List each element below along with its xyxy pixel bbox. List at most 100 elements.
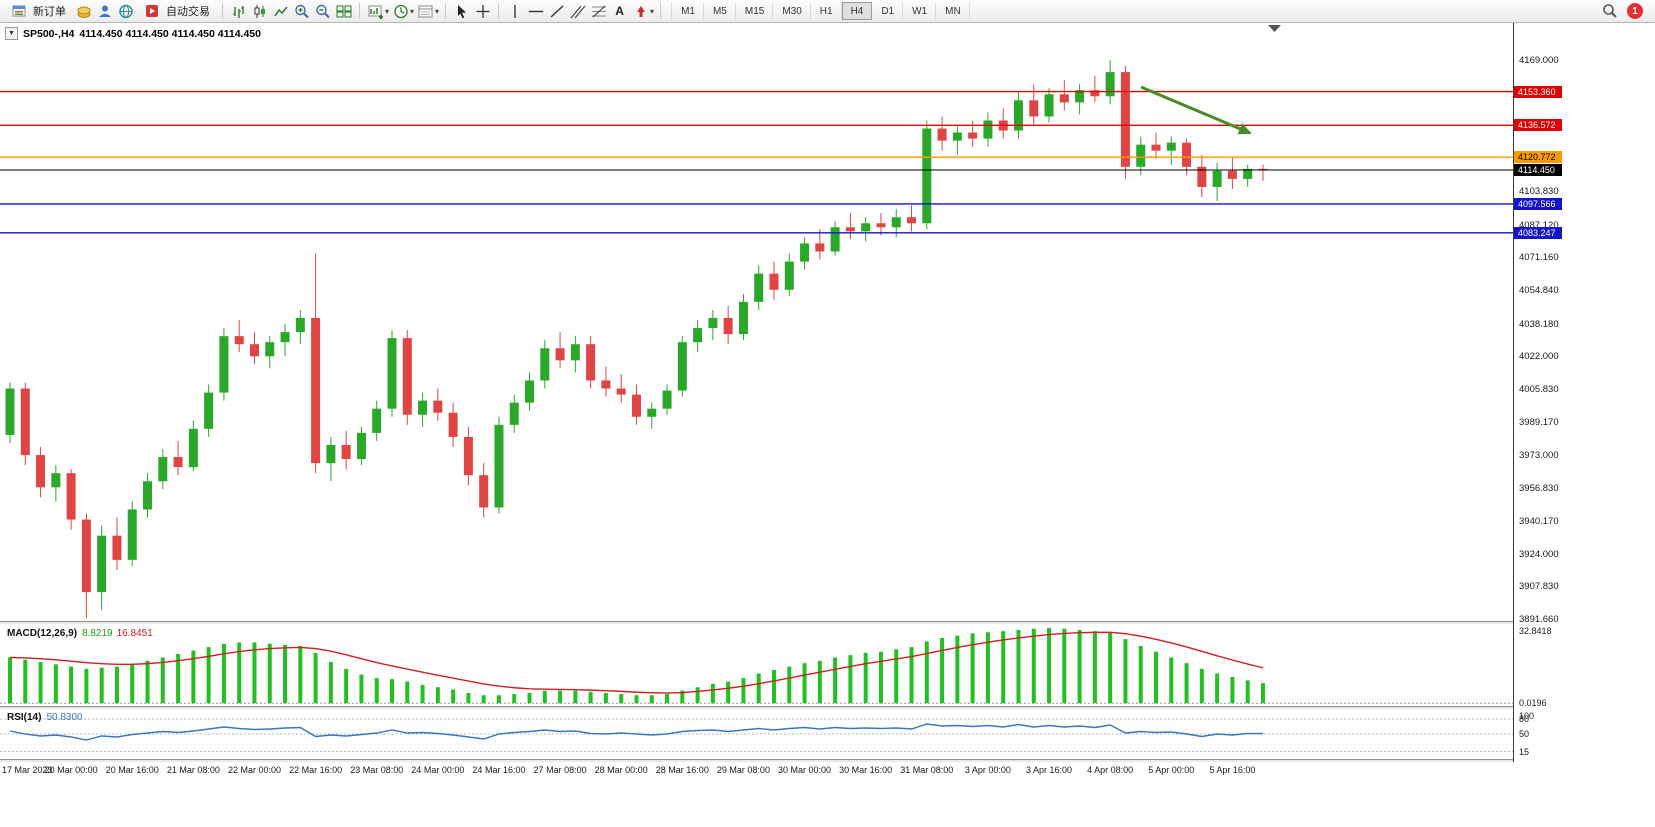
hline-price-badge: 4136.572 [1514, 119, 1562, 132]
text-tool-icon[interactable]: A [615, 4, 624, 18]
profiles-icon[interactable] [391, 2, 410, 20]
chart-shift-marker[interactable] [1268, 25, 1281, 32]
chart-ohlc-readout: 4114.450 4114.450 4114.450 4114.450 [79, 27, 261, 40]
price-axis-label: 4038.180 [1519, 318, 1559, 330]
price-axis-border [1513, 23, 1514, 762]
macd-signal-value: 16.8451 [116, 628, 153, 639]
timeframe-button-m1[interactable]: M1 [672, 2, 704, 20]
price-axis[interactable]: 4169.000 4103.830 4087.120 4071.160 4054.840… [1514, 23, 1655, 783]
timeframe-button-h1[interactable]: H1 [811, 2, 842, 20]
one-click-trading-toggle[interactable]: ▼ [5, 27, 18, 40]
hline-price-badge: 4120.772 [1514, 151, 1562, 164]
autotrading-button[interactable]: 自动交易 [137, 2, 216, 21]
crosshair-icon[interactable] [473, 2, 492, 20]
timeframe-button-h4[interactable]: H4 [841, 2, 873, 20]
price-axis-label: 4103.830 [1519, 186, 1559, 198]
line-chart-icon[interactable] [271, 2, 290, 20]
time-axis-label: 17 Mar 2023 [2, 765, 53, 775]
timeframe-button-w1[interactable]: W1 [903, 2, 937, 20]
new-chart-icon[interactable] [366, 2, 385, 20]
panel-splitter[interactable] [0, 706, 1513, 709]
macd-title: MACD(12,26,9) [7, 628, 78, 639]
chevron-down-icon[interactable]: ▾ [650, 6, 655, 16]
timeframe-button-m30[interactable]: M30 [773, 2, 811, 20]
rsi-panel-chart[interactable] [0, 709, 1513, 759]
price-axis-label: 80 [1519, 714, 1530, 724]
chevron-down-icon[interactable]: ▾ [410, 6, 415, 16]
timeframe-button-m15[interactable]: M15 [736, 2, 774, 20]
notifications-badge[interactable]: 1 [1627, 3, 1643, 19]
macd-panel-chart[interactable] [0, 624, 1513, 706]
price-axis-label: 3907.830 [1519, 581, 1559, 593]
time-axis-label: 29 Mar 08:00 [716, 765, 770, 775]
time-axis-label: 30 Mar 16:00 [839, 765, 893, 775]
macd-indicator-label: MACD(12,26,9) 8.8219 16.8451 [7, 628, 153, 639]
time-axis-label: 21 Mar 08:00 [166, 765, 220, 775]
time-axis-label: 30 Mar 00:00 [778, 765, 832, 775]
hline-price-badge: 4153.360 [1514, 85, 1562, 98]
timeframe-button-d1[interactable]: D1 [872, 2, 904, 20]
hline-price-badge: 4097.566 [1514, 197, 1562, 210]
current-price-badge: 4114.450 [1514, 163, 1562, 176]
community-icon[interactable] [95, 2, 114, 20]
time-axis[interactable]: 17 Mar 2023 20 Mar 00:00 20 Mar 16:00 21 Ma… [0, 762, 1513, 784]
chevron-down-icon[interactable]: ▾ [435, 6, 440, 16]
trendline-icon[interactable] [547, 2, 566, 20]
templates-icon[interactable] [416, 2, 435, 20]
time-axis-label: 3 Apr 16:00 [1026, 765, 1073, 775]
zoom-out-icon[interactable] [313, 2, 332, 20]
new-order-icon [10, 2, 29, 20]
price-axis-label: 4087.120 [1519, 220, 1559, 232]
time-axis-label: 22 Mar 00:00 [227, 765, 281, 775]
toolbar-separator [222, 3, 223, 19]
rsi-title: RSI(14) [7, 712, 42, 723]
candlestick-chart[interactable] [0, 23, 1513, 621]
fibonacci-icon[interactable] [589, 2, 608, 20]
time-axis-label: 31 Mar 08:00 [900, 765, 954, 775]
price-axis-label: 4054.840 [1519, 285, 1559, 297]
toolbar-separator [445, 3, 447, 19]
vertical-line-icon[interactable] [505, 2, 524, 20]
chart-header: ▼ SP500-,H4 4114.450 4114.450 4114.450 4… [5, 27, 261, 40]
trend-arrow[interactable] [1140, 85, 1252, 135]
timeframe-button-m5[interactable]: M5 [704, 2, 736, 20]
chevron-down-icon[interactable]: ▾ [385, 6, 390, 16]
funds-icon[interactable] [74, 2, 93, 20]
price-axis-label: 3989.170 [1519, 417, 1559, 429]
web-icon[interactable] [116, 2, 135, 20]
macd-signal-line [9, 631, 1264, 694]
zoom-in-icon[interactable] [292, 2, 311, 20]
price-axis-label: 3973.000 [1519, 450, 1559, 462]
search-icon[interactable] [1600, 2, 1619, 20]
hline-price-badge: 4083.247 [1514, 226, 1562, 239]
new-order-button[interactable]: 新订单 [4, 2, 72, 21]
tile-windows-icon[interactable] [334, 2, 353, 20]
time-axis-label: 5 Apr 16:00 [1209, 765, 1256, 775]
time-axis-label: 28 Mar 00:00 [594, 765, 648, 775]
price-axis-label: 100 [1519, 711, 1535, 721]
price-axis-label: 15 [1519, 746, 1530, 757]
toolbar-right-group: 1 [1600, 2, 1651, 20]
equidistant-channel-icon[interactable] [568, 2, 587, 20]
arrows-tool-icon[interactable] [631, 2, 650, 20]
chart-symbol-period: SP500-,H4 [23, 27, 75, 40]
new-order-label: 新订单 [33, 6, 66, 18]
cursor-icon[interactable] [452, 2, 471, 20]
autotrading-icon [143, 2, 162, 20]
macd-main-value: 8.8219 [82, 628, 113, 639]
candlestick-chart-icon[interactable] [250, 2, 269, 20]
panel-splitter[interactable] [0, 621, 1513, 624]
rsi-line [9, 723, 1263, 741]
rsi-indicator-label: RSI(14) 50.8300 [7, 712, 83, 723]
chart-region: ▼ SP500-,H4 4114.450 4114.450 4114.450 4… [0, 23, 1655, 827]
bar-chart-icon[interactable] [229, 2, 248, 20]
panel-splitter[interactable] [0, 759, 1513, 762]
timeframe-button-mn[interactable]: MN [936, 2, 970, 20]
time-axis-label: 20 Mar 16:00 [105, 765, 159, 775]
price-axis-label: 3956.830 [1519, 482, 1559, 494]
time-axis-label: 22 Mar 16:00 [289, 765, 343, 775]
horizontal-line-icon[interactable] [526, 2, 545, 20]
time-axis-label: 23 Mar 08:00 [350, 765, 404, 775]
toolbar-separator [359, 3, 360, 19]
